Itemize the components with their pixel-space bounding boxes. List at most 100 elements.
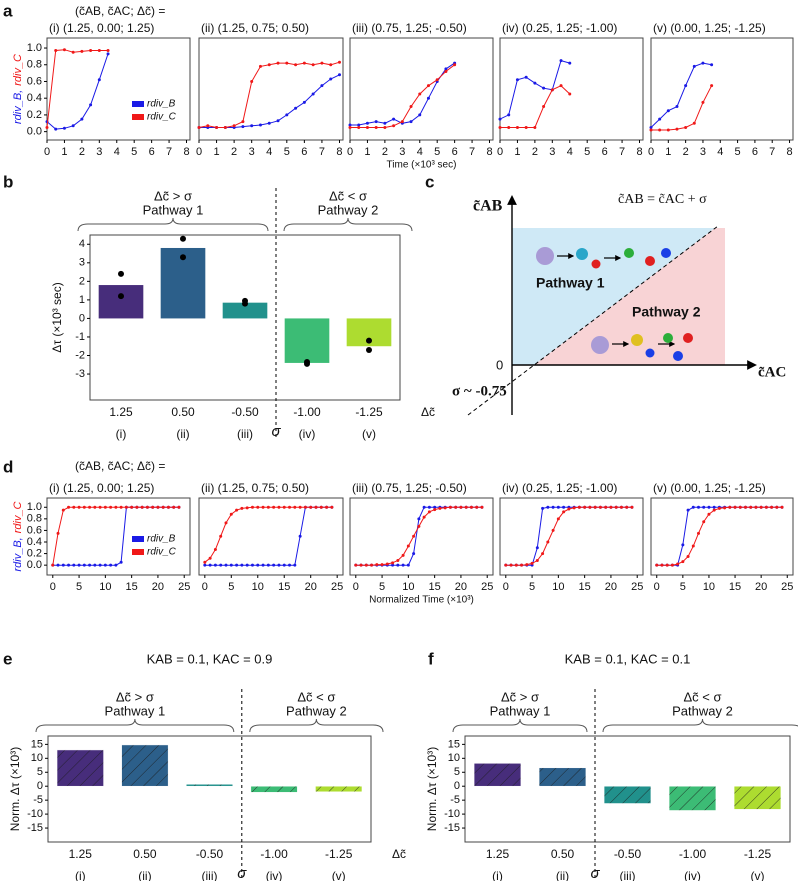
x-tick-label: 7 <box>319 146 325 158</box>
bar-hatch <box>250 785 298 793</box>
sigma-label: σ <box>271 423 281 440</box>
data-point <box>166 505 170 509</box>
bar-hatch <box>733 785 782 810</box>
subtitle: (i) (1.25, 0.00; 1.25) <box>49 21 154 35</box>
data-point <box>219 563 223 567</box>
data-point <box>764 505 768 509</box>
plot-frame <box>46 497 191 576</box>
y-tick-label: 0.8 <box>27 513 42 525</box>
data-point <box>507 113 511 117</box>
data-point <box>245 506 249 510</box>
x-tick-label: 5 <box>434 146 440 158</box>
plot-frame <box>650 497 794 576</box>
y-tick-label: 0.2 <box>27 547 42 559</box>
data-point <box>435 78 439 82</box>
x-tick-label: 0 <box>353 581 359 593</box>
x-tick-label: 0 <box>654 581 660 593</box>
data-point <box>707 512 711 516</box>
y-tick-label: -10 <box>27 808 43 820</box>
data-point <box>45 125 49 129</box>
data-point <box>80 117 84 121</box>
x-tick-label: 0 <box>503 581 509 593</box>
data-point <box>422 515 426 519</box>
x-tick-label: 3 <box>96 146 102 158</box>
data-point <box>56 563 60 567</box>
sigma-label: σ <box>590 865 600 881</box>
replicate-point <box>180 254 186 261</box>
y-tick-label: 10 <box>31 752 43 764</box>
x-tick-label: -1.25 <box>325 847 353 861</box>
data-point <box>562 510 566 514</box>
data-point <box>320 84 324 88</box>
data-point <box>546 540 550 544</box>
series-line <box>650 62 712 128</box>
y-tick-label: 0.4 <box>27 536 42 548</box>
data-point <box>309 505 313 509</box>
bar-hatch <box>668 785 717 811</box>
legend-swatch <box>132 101 144 107</box>
x-tick-label: -1.00 <box>293 405 321 419</box>
x-tick-label: 20 <box>455 581 467 593</box>
data-point <box>359 563 363 567</box>
subtitle: (v) (0.00, 1.25; -1.25) <box>653 21 766 35</box>
x-tick-label: 6 <box>602 146 608 158</box>
data-point <box>400 120 404 124</box>
data-point <box>71 50 75 54</box>
data-point <box>691 544 695 548</box>
x-tick-label: 4 <box>417 146 423 158</box>
data-point <box>93 505 97 509</box>
panel-label: b <box>3 172 13 191</box>
data-point <box>619 505 623 509</box>
data-point <box>454 505 458 509</box>
data-point <box>89 103 93 107</box>
x-tick-label: 4 <box>567 146 573 158</box>
data-point <box>546 505 550 509</box>
y-tick-label: 4 <box>79 238 85 250</box>
x-tick-label: 25 <box>178 581 190 593</box>
data-point <box>337 60 341 64</box>
x-tick-label: 2 <box>683 146 689 158</box>
data-point <box>520 563 524 567</box>
x-tick-label: 8 <box>336 146 342 158</box>
data-point <box>364 563 368 567</box>
x-tick-label: 25 <box>331 581 343 593</box>
x-tick-label: 20 <box>605 581 617 593</box>
x-tick-label: 1 <box>665 146 671 158</box>
data-point <box>97 49 101 53</box>
data-point <box>604 505 608 509</box>
data-point <box>443 506 447 510</box>
data-point <box>282 563 286 567</box>
data-point <box>93 563 97 567</box>
panel-label: a <box>3 1 13 20</box>
data-point <box>504 563 508 567</box>
data-point <box>649 125 653 129</box>
x-tick-label: 1 <box>213 146 219 158</box>
x-axis-label: Δc̃ <box>392 847 406 861</box>
data-point <box>106 49 110 53</box>
data-point <box>392 117 396 121</box>
x-tick-label: 0.50 <box>171 405 195 419</box>
data-point <box>702 505 706 509</box>
bar-hatch <box>603 785 652 804</box>
data-point <box>530 561 534 565</box>
bar-hatch <box>56 749 104 787</box>
bar-hatch <box>185 784 234 787</box>
data-point <box>541 506 545 510</box>
y-tick-label: -5 <box>33 794 43 806</box>
x-sublabel: (v) <box>751 869 765 881</box>
y-axis-label: Δτ (×10³ sec) <box>50 282 64 352</box>
x-tick-label: 6 <box>452 146 458 158</box>
x-tick-label: 1 <box>364 146 370 158</box>
data-point <box>272 563 276 567</box>
data-point <box>417 517 421 521</box>
plot-frame <box>499 37 644 141</box>
legend-label: rdiv_B <box>147 99 176 110</box>
data-point <box>277 563 281 567</box>
data-point <box>426 84 430 88</box>
x-tick-label: 2 <box>382 146 388 158</box>
panel-label: e <box>3 649 12 668</box>
x-sublabel: (v) <box>332 869 346 881</box>
x-tick-label: 15 <box>278 581 290 593</box>
data-point <box>509 563 513 567</box>
brace <box>249 718 384 733</box>
